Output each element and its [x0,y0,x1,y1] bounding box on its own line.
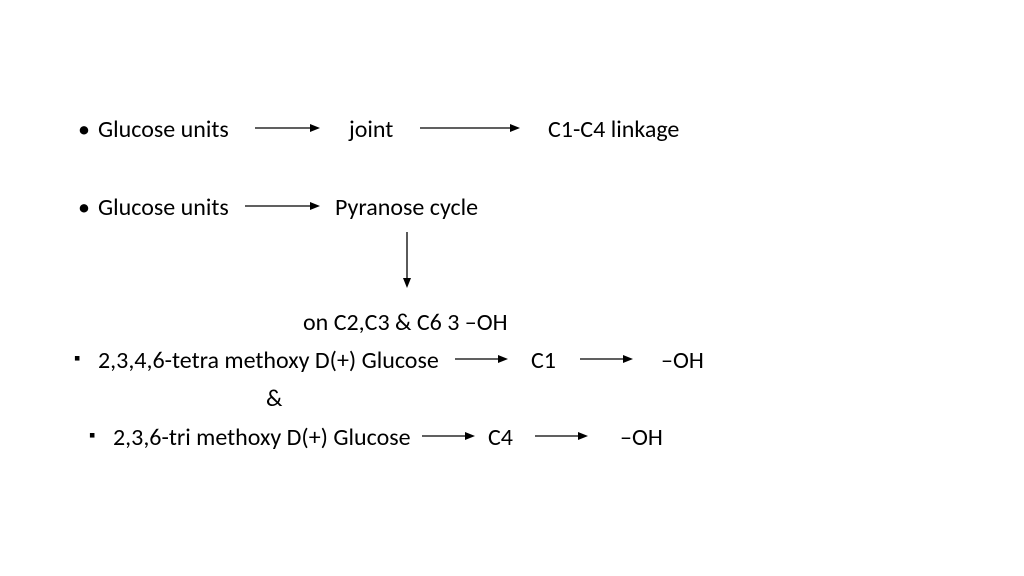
line5-right: –OH [620,423,663,452]
slide-stage: { "typography": { "font_family": "Calibr… [0,0,1024,576]
line5-arrow2 [0,0,1024,576]
